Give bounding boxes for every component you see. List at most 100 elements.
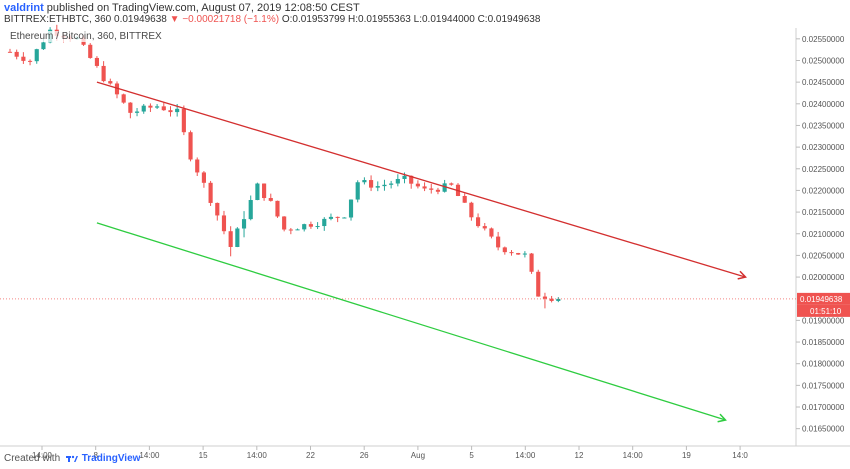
y-tick-label: 0.01900000: [802, 316, 845, 325]
candle-body: [141, 105, 146, 112]
candle-body: [496, 236, 501, 248]
candle-body: [482, 226, 487, 229]
candle-body: [402, 175, 407, 179]
y-tick-label: 0.02250000: [802, 165, 845, 174]
publish-line: valdrint published on TradingView.com, A…: [4, 2, 360, 14]
candle-body: [475, 217, 481, 227]
footer: Created with TradingView: [4, 453, 140, 464]
y-tick-label: 0.02050000: [802, 251, 845, 260]
countdown-label-text: 01:51:10: [810, 307, 842, 316]
x-tick-label: 14:00: [139, 451, 160, 460]
x-tick-label: 14:00: [247, 451, 268, 460]
x-tick-label: 14:00: [515, 451, 536, 460]
chart-header: valdrint published on TradingView.com, A…: [0, 0, 850, 28]
candle-body: [168, 110, 173, 113]
candle-body: [268, 198, 273, 201]
y-tick-label: 0.02000000: [802, 273, 845, 282]
candle-body: [248, 200, 253, 220]
x-tick-label: 22: [306, 451, 315, 460]
candle-body: [121, 94, 126, 103]
candle-body: [409, 175, 414, 184]
published-text: published on TradingView.com, August 07,…: [46, 2, 360, 14]
x-tick-label: 14:00: [32, 451, 53, 460]
x-tick-label: 5: [469, 451, 474, 460]
candle-body: [375, 186, 380, 188]
y-tick-label: 0.01800000: [802, 360, 845, 369]
x-tick-label: 12: [575, 451, 584, 460]
candle-body: [322, 218, 327, 227]
ohlc-values: O:0.01953799 H:0.01955363 L:0.01944000 C…: [281, 14, 541, 25]
candle-body: [181, 108, 186, 133]
candle-body: [241, 219, 247, 229]
candle-body: [148, 105, 153, 108]
candle-body: [502, 247, 507, 253]
candle-body: [389, 183, 394, 185]
candle-body: [415, 183, 420, 187]
candle-body: [101, 65, 106, 82]
candle-body: [469, 202, 474, 218]
tradingview-brand[interactable]: TradingView: [81, 453, 141, 464]
candle-body: [556, 298, 561, 301]
created-with-text: Created with: [4, 453, 61, 464]
candle-body: [362, 180, 367, 183]
tradingview-logo-icon: [65, 456, 78, 463]
symbol-info: BITTREX:ETHBTC, 360 0.01949638 ▼ −0.0002…: [4, 14, 540, 25]
candle-body: [134, 111, 140, 113]
x-tick-label: 15: [199, 451, 208, 460]
candle-body: [34, 49, 39, 62]
author-link[interactable]: valdrint: [4, 2, 44, 14]
x-tick-label: 8: [93, 451, 98, 460]
candle-body: [228, 231, 233, 247]
candle-body: [201, 172, 206, 183]
y-tick-label: 0.01850000: [802, 338, 845, 347]
candle-body: [315, 226, 320, 228]
countdown-label-box: [797, 304, 850, 317]
candle-body: [161, 106, 166, 111]
y-tick-label: 0.02200000: [802, 186, 845, 195]
y-tick-label: 0.01700000: [802, 403, 845, 412]
candle-body: [462, 195, 467, 203]
symbol-text: BITTREX:ETHBTC, 360: [4, 14, 112, 25]
candle-body: [342, 217, 347, 219]
x-tick-label: 14:0: [732, 451, 748, 460]
candle-body: [255, 183, 260, 201]
candle-body: [489, 228, 494, 237]
y-tick-label: 0.02450000: [802, 78, 845, 87]
candle-body: [215, 202, 220, 216]
candle-body: [422, 186, 427, 189]
x-tick-label: 14:00: [623, 451, 644, 460]
candle-body: [235, 228, 240, 247]
last-price: 0.01949638: [114, 14, 167, 25]
candle-body: [395, 178, 400, 184]
candle-body: [188, 132, 193, 160]
y-tick-label: 0.02150000: [802, 208, 845, 217]
candle-body: [355, 182, 360, 200]
upper-trendline: [96, 81, 747, 280]
candle-body: [509, 252, 514, 254]
candle-body: [516, 253, 521, 255]
candle-body: [7, 51, 13, 53]
candle-body: [536, 271, 541, 297]
candle-body: [542, 296, 548, 299]
price-label-text: 0.01949638: [800, 295, 843, 304]
candle-body: [21, 56, 26, 61]
candle-body: [308, 224, 313, 227]
candle-body: [282, 216, 287, 230]
y-tick-label: 0.01650000: [802, 425, 845, 434]
y-tick-label: 0.02400000: [802, 100, 845, 109]
y-tick-label: 0.01750000: [802, 381, 845, 390]
lower-trendline: [96, 222, 727, 423]
candle-body: [275, 200, 280, 217]
x-tick-label: 26: [360, 451, 369, 460]
candle-body: [335, 216, 340, 218]
candle-body: [94, 57, 100, 66]
candle-body: [155, 106, 160, 108]
candle-body: [442, 183, 447, 192]
price-label-box: [797, 292, 850, 305]
y-tick-label: 0.02300000: [802, 143, 845, 152]
candle-body: [221, 215, 227, 232]
candle-body: [302, 224, 307, 230]
candle-body: [435, 189, 441, 192]
x-tick-label: Aug: [411, 451, 425, 460]
